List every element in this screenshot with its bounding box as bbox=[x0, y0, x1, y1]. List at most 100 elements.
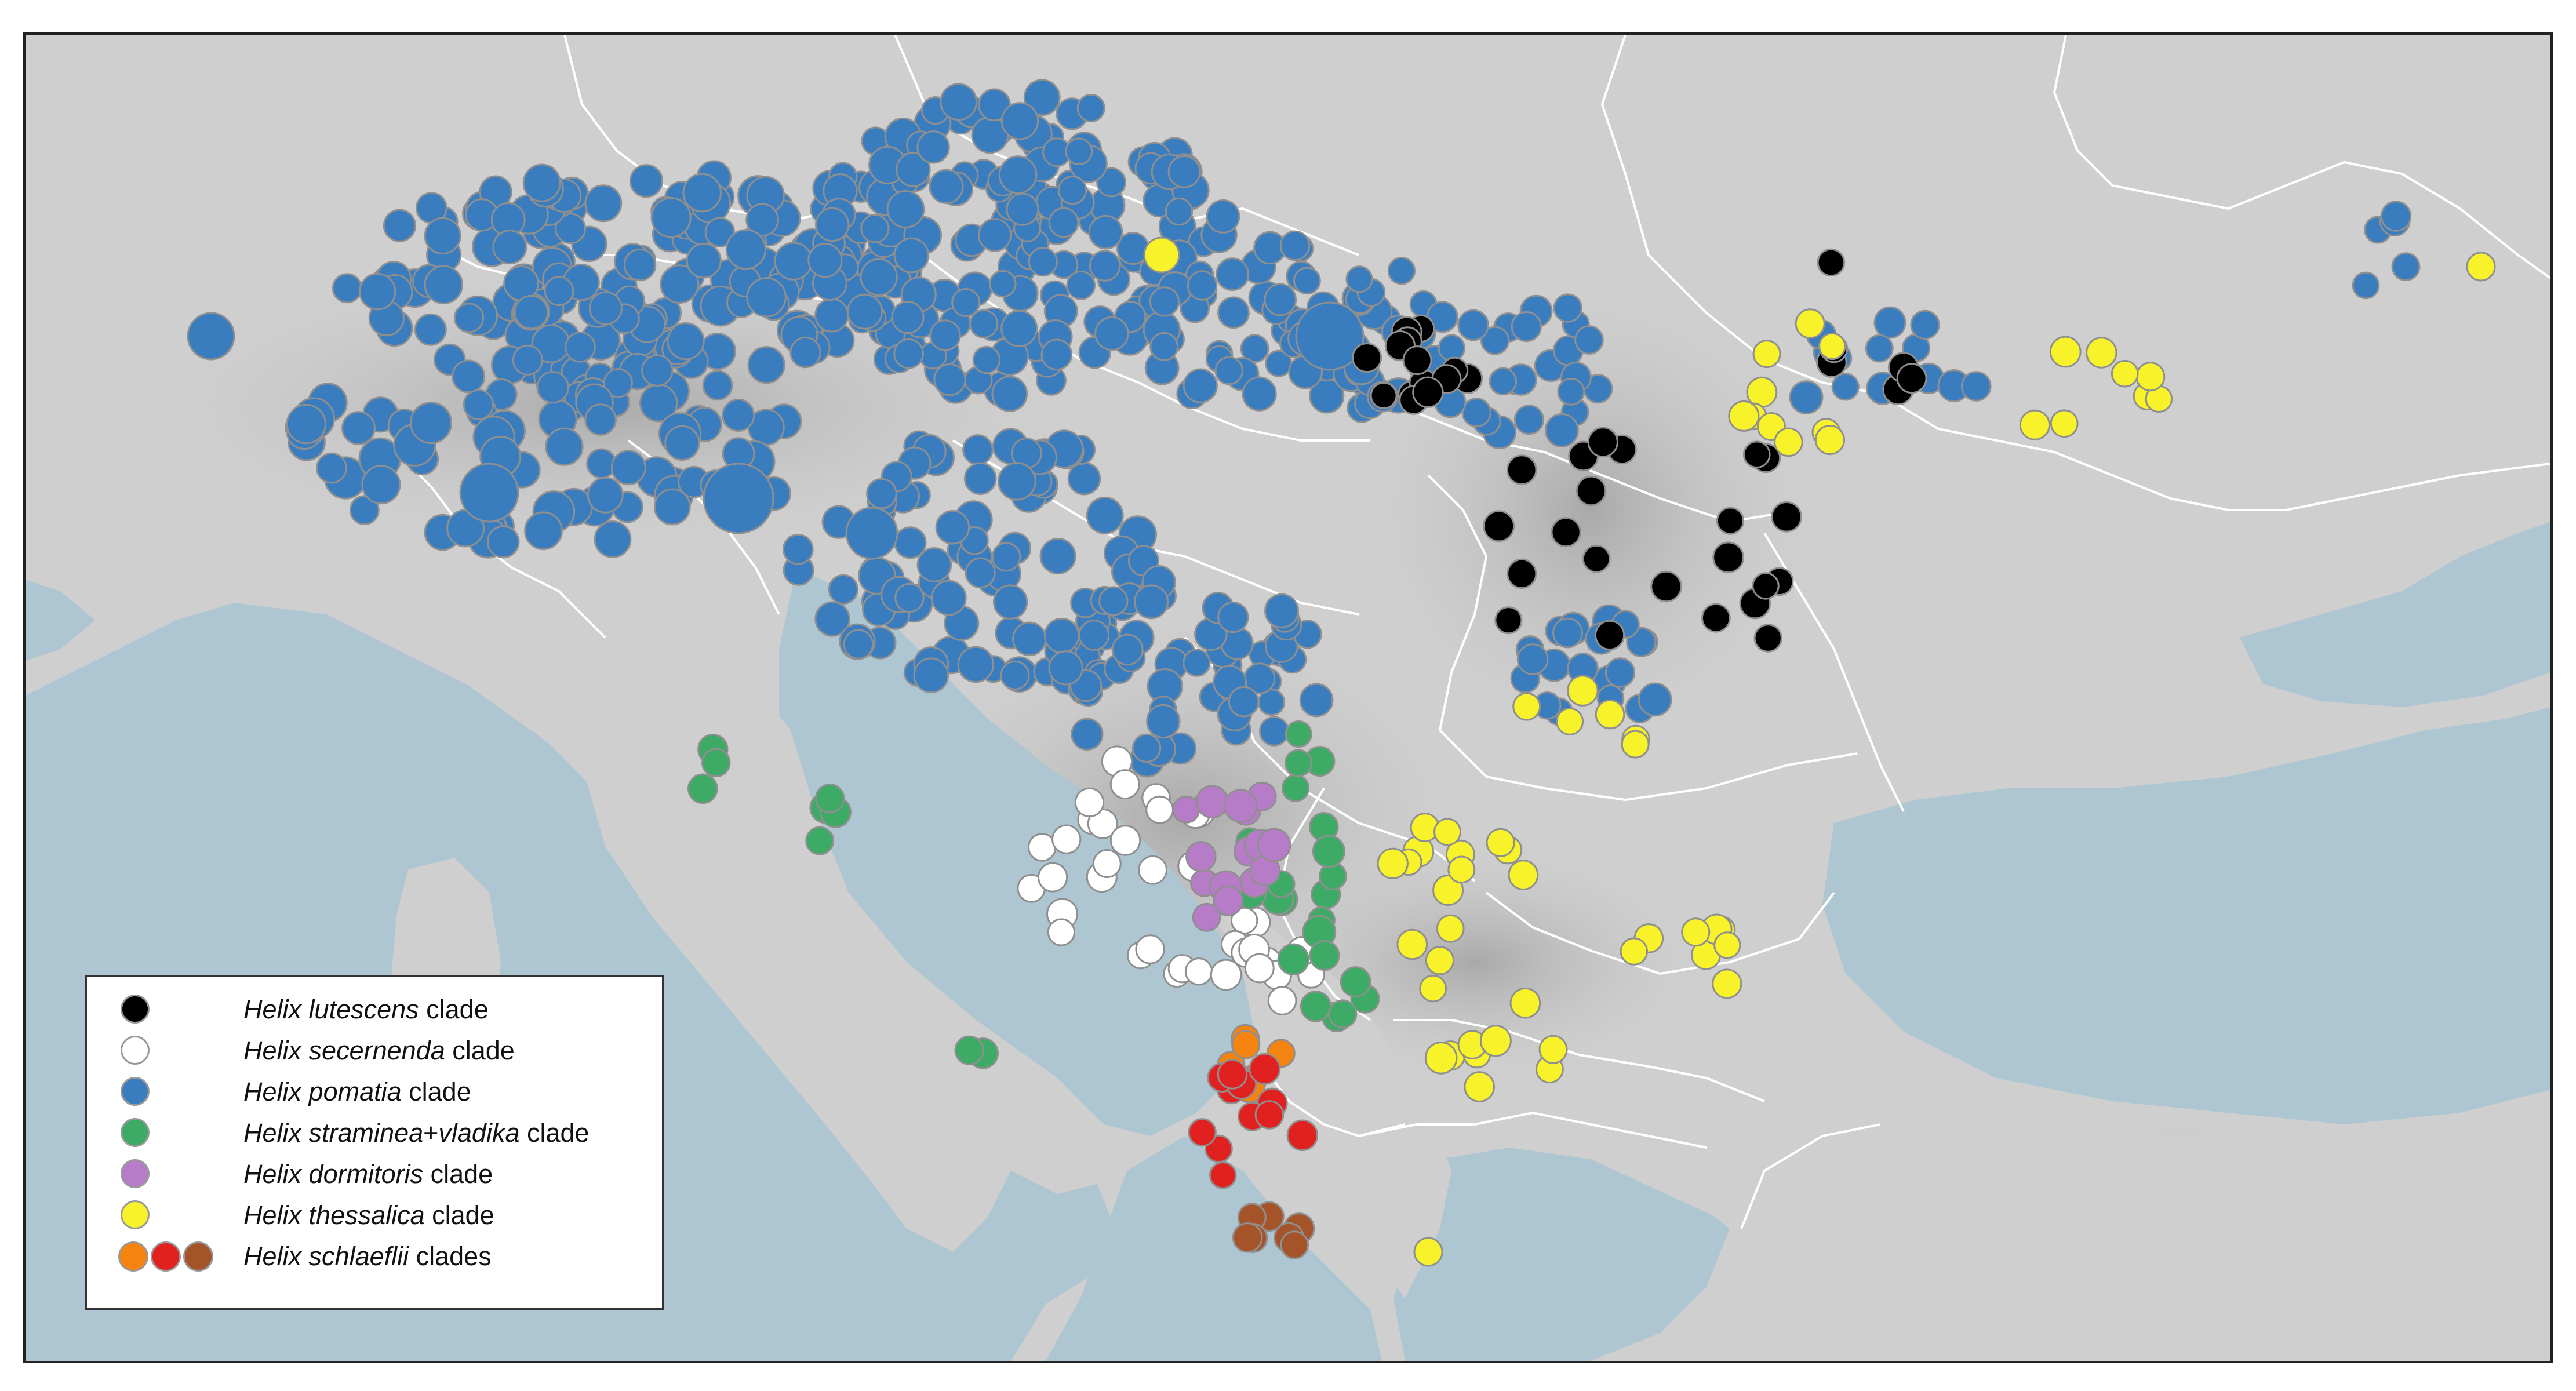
pomatia-point bbox=[704, 217, 736, 247]
pomatia-point bbox=[610, 450, 646, 486]
pomatia-point bbox=[594, 520, 632, 558]
pomatia-point bbox=[935, 510, 970, 545]
lutescens-point bbox=[1551, 517, 1581, 548]
specimen-points bbox=[187, 79, 2496, 1267]
pomatia-point bbox=[1240, 334, 1269, 363]
pomatia-point bbox=[814, 298, 849, 333]
thessalica-point bbox=[1728, 400, 1760, 432]
white-circle-marker bbox=[121, 1036, 150, 1065]
pomatia-point bbox=[1461, 398, 1491, 428]
pomatia-point bbox=[1293, 267, 1321, 295]
pomatia-point bbox=[452, 359, 486, 394]
pomatia-point bbox=[1043, 617, 1080, 654]
pomatia-point bbox=[828, 574, 859, 605]
lutescens-point bbox=[1370, 382, 1398, 409]
straminea-vladika-point bbox=[1340, 966, 1371, 997]
legend-item-secernenda: Helix secernenda clade bbox=[87, 1030, 662, 1071]
dormitoris-point bbox=[1192, 902, 1221, 932]
pomatia-point bbox=[650, 197, 692, 238]
thessalica-point bbox=[1413, 1237, 1443, 1267]
dormitoris-point bbox=[1224, 789, 1258, 823]
pomatia-point bbox=[998, 462, 1036, 501]
pomatia-point bbox=[341, 411, 376, 445]
pomatia-point bbox=[1149, 286, 1180, 317]
blue-circle-marker bbox=[121, 1077, 150, 1106]
pomatia-point bbox=[565, 332, 596, 363]
thessalica-point bbox=[1681, 917, 1711, 947]
legend-label: Helix schlaeflii clades bbox=[243, 1241, 492, 1271]
thessalica-point bbox=[1712, 968, 1742, 999]
pomatia-point bbox=[896, 152, 931, 187]
pomatia-point bbox=[522, 163, 561, 202]
legend-label: Helix straminea+vladika clade bbox=[243, 1118, 590, 1148]
thessalica-point bbox=[1621, 730, 1650, 759]
pomatia-point bbox=[1000, 660, 1030, 690]
pomatia-point bbox=[463, 389, 494, 420]
pomatia-point bbox=[1165, 197, 1194, 226]
pomatia-point bbox=[1000, 309, 1038, 347]
thessalica-point bbox=[1486, 828, 1515, 857]
pomatia-point bbox=[860, 214, 890, 243]
orange-circle-marker bbox=[118, 1241, 148, 1272]
straminea-vladika-point bbox=[1284, 749, 1312, 777]
pomatia-point bbox=[459, 463, 519, 523]
lutescens-point bbox=[1771, 501, 1802, 533]
straminea-vladika-point bbox=[1312, 835, 1345, 868]
pomatia-point bbox=[584, 184, 623, 223]
pomatia-point bbox=[1513, 405, 1544, 435]
legend-item-dormitoris: Helix dormitoris clade bbox=[87, 1153, 662, 1195]
pomatia-point bbox=[660, 264, 700, 304]
legend-label: Helix secernenda clade bbox=[243, 1036, 515, 1065]
pomatia-point bbox=[891, 301, 925, 334]
pomatia-point bbox=[682, 173, 722, 213]
pomatia-point bbox=[1134, 584, 1169, 620]
thessalica-point bbox=[1814, 425, 1845, 456]
secernenda-point bbox=[1028, 833, 1057, 862]
pomatia-point bbox=[359, 272, 396, 311]
lutescens-point bbox=[1896, 363, 1927, 394]
pomatia-point bbox=[807, 243, 843, 278]
pomatia-point bbox=[1511, 311, 1542, 343]
straminea-vladika-point bbox=[1285, 720, 1312, 748]
pomatia-point bbox=[998, 155, 1038, 194]
thessalica-point bbox=[1433, 818, 1461, 846]
straminea-vladika-point bbox=[1309, 940, 1340, 971]
pomatia-point bbox=[492, 230, 527, 265]
pomatia-point bbox=[544, 276, 574, 307]
lutescens-point bbox=[1587, 427, 1618, 458]
pomatia-point bbox=[686, 243, 722, 279]
pomatia-point bbox=[555, 213, 586, 245]
pomatia-point bbox=[1604, 657, 1636, 688]
pomatia-point bbox=[414, 313, 447, 346]
pomatia-point bbox=[383, 209, 417, 242]
pomatia-point bbox=[1094, 316, 1129, 351]
pomatia-point bbox=[1183, 368, 1218, 403]
pomatia-point bbox=[536, 371, 569, 404]
pomatia-point bbox=[746, 277, 787, 318]
schlaeflii-brown-point bbox=[1280, 1230, 1309, 1259]
pomatia-point bbox=[1264, 593, 1299, 628]
pomatia-point bbox=[653, 488, 691, 526]
pomatia-point bbox=[1065, 137, 1093, 165]
lutescens-point bbox=[1402, 345, 1432, 376]
thessalica-point bbox=[1143, 236, 1180, 274]
pomatia-point bbox=[1574, 325, 1604, 355]
thessalica-point bbox=[1774, 427, 1803, 457]
pomatia-point bbox=[316, 452, 347, 484]
pomatia-point bbox=[454, 303, 485, 333]
pomatia-point bbox=[286, 403, 327, 445]
pomatia-point bbox=[512, 344, 543, 376]
schlaeflii-orange-point bbox=[1231, 1030, 1261, 1059]
pomatia-point bbox=[989, 270, 1017, 298]
pomatia-point bbox=[991, 376, 1028, 412]
thessalica-point bbox=[1752, 340, 1781, 369]
pomatia-point bbox=[843, 629, 874, 660]
pomatia-point bbox=[929, 169, 964, 204]
thessalica-point bbox=[2019, 409, 2050, 440]
thessalica-point bbox=[1377, 847, 1409, 880]
pomatia-point bbox=[1544, 413, 1579, 447]
pomatia-point bbox=[725, 229, 767, 270]
schlaeflii-red-point bbox=[1209, 1161, 1237, 1189]
pomatia-point bbox=[940, 83, 978, 121]
lutescens-point bbox=[1483, 510, 1515, 542]
